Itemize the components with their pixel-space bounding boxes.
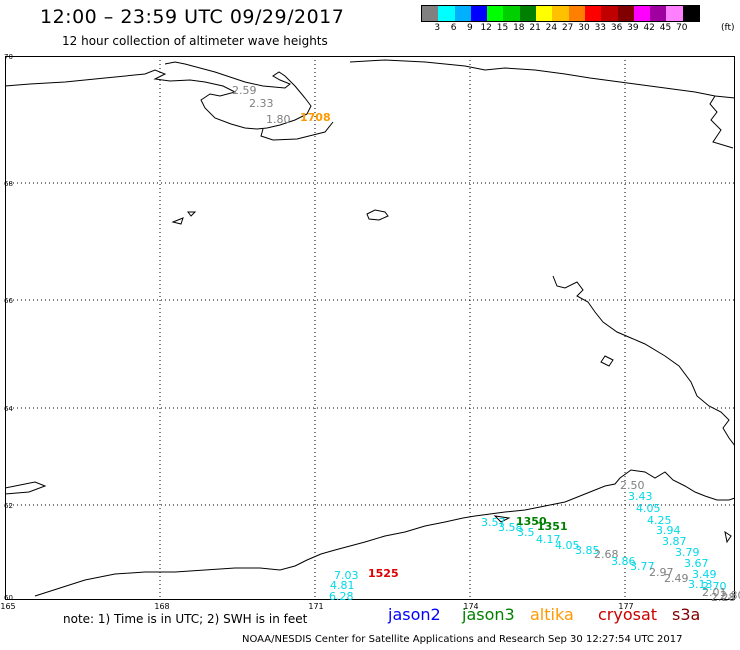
- wave-height-label: 3.87: [662, 535, 687, 548]
- legend-label: 33: [594, 23, 607, 33]
- wave-height-label: 2.59: [232, 84, 257, 97]
- latitude-label: 60: [4, 594, 13, 602]
- legend-swatch: [666, 6, 683, 21]
- legend-label: 39: [627, 23, 639, 33]
- wave-height-label: 4.17: [536, 533, 561, 546]
- map-area: [5, 56, 735, 600]
- wave-height-label: 3.5: [517, 526, 535, 539]
- legend-swatch: [584, 6, 602, 21]
- wave-height-label: 2.70: [702, 580, 727, 593]
- wave-height-label: 3.13: [688, 578, 713, 591]
- legend-swatch: [650, 6, 667, 21]
- coastlines: [5, 59, 735, 597]
- legend-swatch: [422, 6, 439, 21]
- legend-swatch: [519, 6, 537, 21]
- pass-time-label: 1350: [516, 515, 547, 528]
- legend-swatch: [552, 6, 569, 21]
- legend-label: 70: [676, 23, 688, 33]
- wave-height-label: 6.28: [329, 590, 354, 603]
- wave-height-label: 4.05: [555, 539, 580, 552]
- longitude-label: 174: [463, 602, 479, 611]
- longitude-label: 171: [308, 602, 324, 611]
- legend-label: 9: [467, 23, 473, 33]
- pass-time-label: 1525: [368, 567, 399, 580]
- wave-height-label: 2.68: [594, 548, 619, 561]
- wave-height-label: 3.94: [656, 524, 681, 537]
- latitude-label: 66: [4, 297, 13, 305]
- mission-jason3: jason3: [462, 605, 515, 624]
- footer-credit: NOAA/NESDIS Center for Satellite Applica…: [242, 634, 683, 645]
- wave-height-label: 2.33: [249, 97, 274, 110]
- longitude-label: 165: [0, 602, 16, 611]
- legend-label: 12: [480, 23, 492, 33]
- legend-label: 42: [643, 23, 655, 33]
- mission-jason2: jason2: [388, 605, 441, 624]
- mission-cryosat: cryosat: [598, 605, 658, 624]
- legend-label: 18: [513, 23, 525, 33]
- pass-time-label: 1351: [537, 520, 568, 533]
- latitude-label: 64: [4, 405, 13, 413]
- legend-label: 36: [610, 23, 623, 33]
- map-border: [5, 56, 735, 600]
- wave-height-label: 2.97: [649, 566, 674, 579]
- longitude-label: 168: [154, 602, 170, 611]
- legend-swatch: [470, 6, 488, 21]
- legend-swatch: [503, 6, 520, 21]
- color-legend: [421, 5, 701, 22]
- wave-height-label: 4.25: [647, 514, 672, 527]
- wave-height-label: 1.80: [266, 113, 291, 126]
- legend-label: 6: [450, 23, 457, 33]
- mission-altika: altika: [530, 605, 574, 624]
- wave-height-label: 3.79: [675, 546, 700, 559]
- wave-height-label: 3.49: [692, 568, 717, 581]
- latitude-label: 62: [4, 502, 13, 510]
- legend-label: 30: [578, 23, 590, 33]
- longitude-label: 177: [618, 602, 634, 611]
- legend-label: 21: [529, 23, 541, 33]
- legend-label: 24: [545, 23, 558, 33]
- legend-swatch: [438, 6, 455, 21]
- latitude-label: 68: [4, 180, 13, 188]
- legend-swatch: [454, 6, 471, 21]
- wave-height-label: 3.85: [575, 544, 600, 557]
- wave-height-label: 2.80: [720, 589, 740, 602]
- wave-height-label: 3.58: [498, 521, 523, 534]
- wave-height-label: 3.67: [684, 557, 709, 570]
- wave-height-label: 7.03: [334, 569, 359, 582]
- pass-time-label: 1708: [300, 111, 331, 124]
- legend-swatch: [682, 6, 700, 21]
- wave-height-label: 3.43: [628, 490, 653, 503]
- legend-swatch: [536, 6, 553, 21]
- legend-swatch: [633, 6, 651, 21]
- legend-label: 45: [659, 23, 672, 33]
- wave-height-label: 2.01: [702, 586, 727, 599]
- wave-height-label: 3.57: [481, 516, 506, 529]
- grid-lines: [5, 56, 735, 600]
- wave-height-label: 2.49: [664, 572, 689, 585]
- map-subtitle: 12 hour collection of altimeter wave hei…: [62, 34, 328, 48]
- map-title: 12:00 – 23:59 UTC 09/29/2017: [40, 6, 345, 28]
- wave-height-label: 3.77: [630, 560, 655, 573]
- wave-height-label: 2.50: [620, 479, 645, 492]
- legend-unit: (ft): [721, 23, 735, 33]
- wave-height-label: 4.81: [330, 579, 355, 592]
- wave-height-label: 3.86: [611, 555, 636, 568]
- footer-note: note: 1) Time is in UTC; 2) SWH is in fe…: [63, 612, 308, 626]
- wave-height-label: 4.05: [636, 502, 661, 515]
- mission-s3a: s3a: [672, 605, 701, 624]
- legend-label: 3: [434, 23, 441, 33]
- legend-swatch: [617, 6, 634, 21]
- legend-swatch: [487, 6, 504, 21]
- wave-height-label: 2.28: [711, 591, 736, 604]
- legend-label: 15: [496, 23, 509, 33]
- legend-label: 27: [561, 23, 574, 33]
- legend-swatch: [568, 6, 585, 21]
- legend-swatch: [601, 6, 618, 21]
- latitude-label: 70: [4, 53, 13, 61]
